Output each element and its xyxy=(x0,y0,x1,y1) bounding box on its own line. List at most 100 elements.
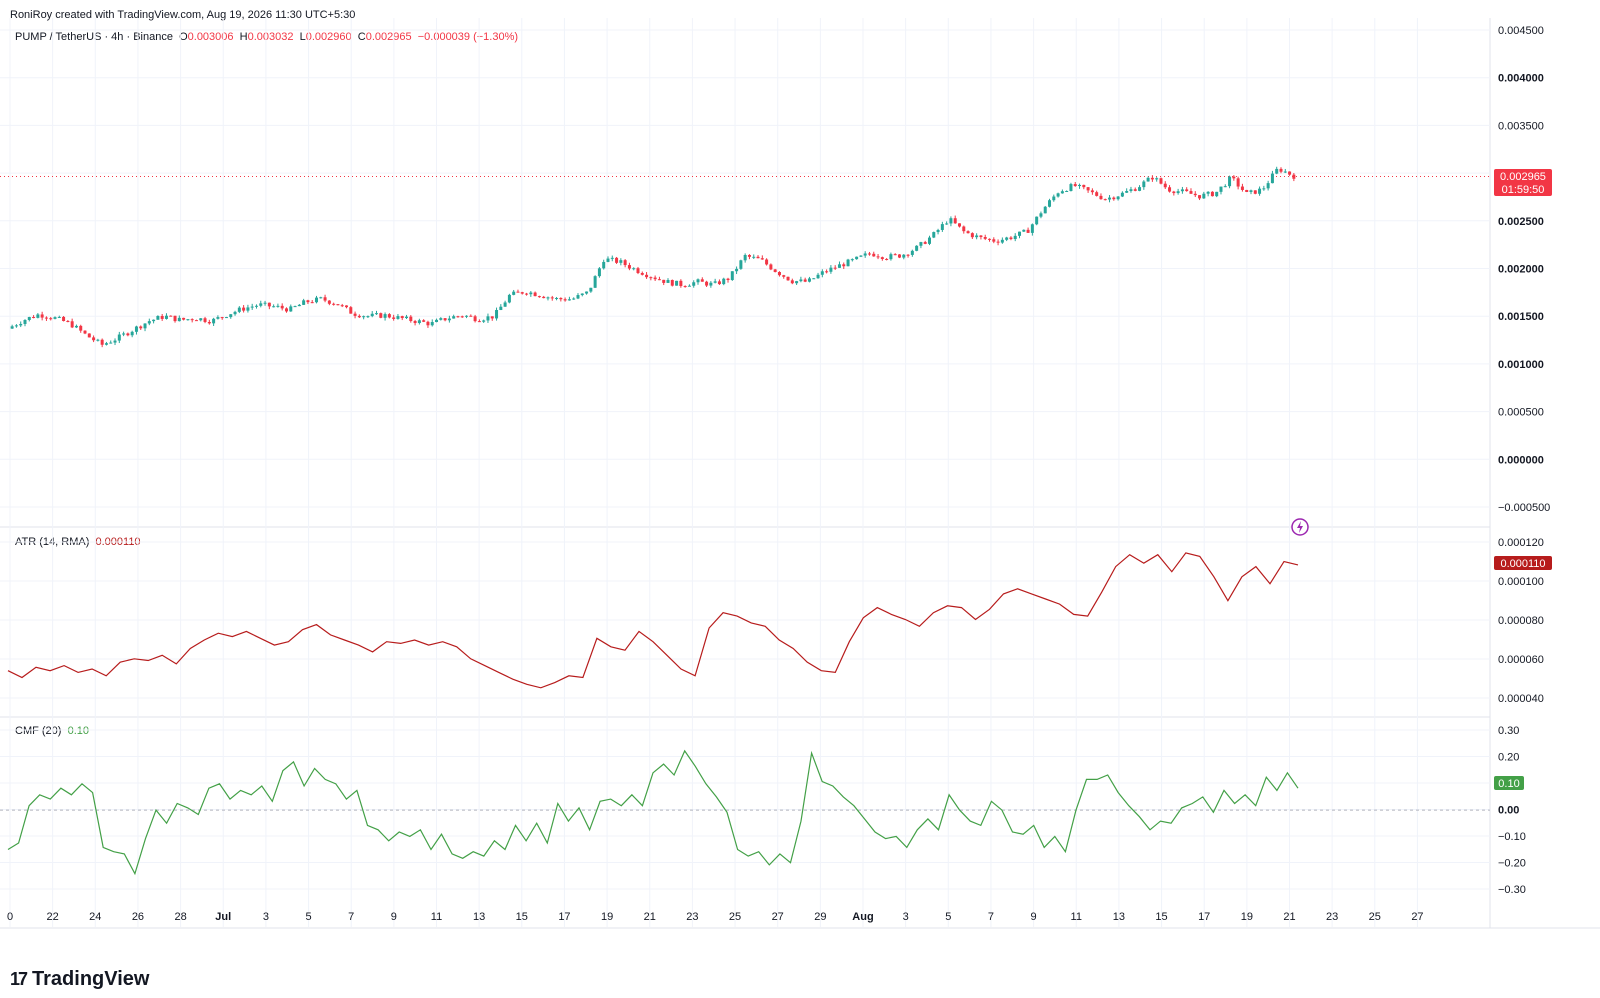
up-candle xyxy=(1060,189,1064,194)
down-candle xyxy=(1236,176,1240,190)
time-tick-label: 13 xyxy=(1113,911,1125,923)
up-candle xyxy=(743,253,747,263)
down-candle xyxy=(953,215,957,224)
down-candle xyxy=(1095,190,1099,197)
down-candle xyxy=(62,315,66,322)
down-candle xyxy=(203,316,207,324)
down-candle xyxy=(40,311,44,321)
up-candle xyxy=(1223,184,1227,188)
down-candle xyxy=(627,262,631,271)
down-candle xyxy=(87,333,91,338)
up-candle xyxy=(546,296,550,301)
down-candle xyxy=(786,276,790,281)
up-candle xyxy=(293,305,297,308)
down-candle xyxy=(387,313,391,319)
up-candle xyxy=(104,341,108,346)
tradingview-logo[interactable]: 17 TradingView xyxy=(10,968,149,991)
down-candle xyxy=(803,277,807,283)
up-candle xyxy=(246,304,250,313)
up-candle xyxy=(675,280,679,286)
up-candle xyxy=(276,303,280,308)
down-candle xyxy=(1090,188,1094,195)
down-candle xyxy=(473,314,477,323)
time-tick-label: 28 xyxy=(174,911,186,923)
time-tick-label: 17 xyxy=(1198,911,1210,923)
up-candle xyxy=(74,324,78,329)
up-candle xyxy=(366,315,370,318)
time-tick-label: 23 xyxy=(686,911,698,923)
time-tick-label: Jul xyxy=(215,911,231,923)
down-candle xyxy=(413,319,417,326)
down-candle xyxy=(379,312,383,319)
price-badge-countdown: 01:59:50 xyxy=(1502,184,1545,196)
up-candle xyxy=(405,314,409,319)
up-candle xyxy=(177,315,181,322)
up-candle xyxy=(863,251,867,258)
time-tick-label: 17 xyxy=(558,911,570,923)
up-candle xyxy=(1078,183,1082,189)
up-candle xyxy=(739,259,743,270)
down-candle xyxy=(284,307,288,313)
cmf-axis[interactable]: 0.30 0.20 0.10 0.00 −0.10 −0.20 −0.30 xyxy=(1498,725,1526,896)
time-tick-label: 5 xyxy=(945,911,951,923)
down-candle xyxy=(649,276,653,281)
down-candle xyxy=(769,263,773,271)
down-candle xyxy=(700,277,704,282)
time-axis[interactable]: 0 22 24 26 28 Jul 3 5 7 9 11 13 15 17 19 21 23 25 27 29 Aug 3… xyxy=(7,911,1424,923)
up-candle xyxy=(572,297,576,300)
up-candle xyxy=(1270,170,1274,184)
up-candle xyxy=(696,278,700,285)
price-tick-label: 0.000000 xyxy=(1498,454,1544,466)
down-candle xyxy=(657,276,661,281)
atr-badge-bg xyxy=(1494,556,1552,570)
up-candle xyxy=(589,287,593,293)
cmf-legend[interactable]: CMF (20) 0.10 xyxy=(15,725,89,737)
down-candle xyxy=(760,255,764,260)
up-candle xyxy=(1048,198,1052,208)
time-tick-label: 27 xyxy=(1411,911,1423,923)
down-candle xyxy=(477,319,481,323)
time-tick-label: 9 xyxy=(391,911,397,923)
down-candle xyxy=(923,240,927,245)
price-axis[interactable]: 0.0045000.0040000.0035000.0030000.002500… xyxy=(1498,25,1550,514)
up-candle xyxy=(512,289,516,296)
cmf-tick-label: 0.30 xyxy=(1498,725,1519,737)
down-candle xyxy=(825,269,829,274)
down-candle xyxy=(345,305,349,309)
down-candle xyxy=(1112,196,1116,201)
up-candle xyxy=(855,256,859,260)
up-candle xyxy=(1228,175,1232,189)
up-candle xyxy=(486,313,490,323)
down-candle xyxy=(1240,183,1244,192)
down-candle xyxy=(490,316,494,321)
down-candle xyxy=(327,300,331,306)
atr-tick-label: 0.000040 xyxy=(1498,693,1544,705)
cmf-value: 0.10 xyxy=(67,725,89,737)
axis-badges: 0.002965 01:59:50 0.000110 0.10 xyxy=(1494,169,1552,790)
atr-tick-label: 0.000100 xyxy=(1498,576,1544,588)
down-candle xyxy=(872,251,876,257)
price-tick-label: 0.002500 xyxy=(1498,216,1544,228)
cmf-badge-bg xyxy=(1494,776,1524,790)
down-candle xyxy=(867,251,871,256)
up-candle xyxy=(495,307,499,321)
atr-axis[interactable]: 0.000120 0.000100 0.000080 0.000060 0.000040 xyxy=(1498,537,1544,705)
atr-tick-label: 0.000060 xyxy=(1498,654,1544,666)
lightning-icon[interactable] xyxy=(1291,518,1309,536)
down-candle xyxy=(962,225,966,234)
down-candle xyxy=(1172,190,1176,196)
up-candle xyxy=(859,255,863,258)
time-tick-label: 13 xyxy=(473,911,485,923)
up-candle xyxy=(585,291,589,295)
up-candle xyxy=(1116,196,1120,201)
time-tick-label: 19 xyxy=(601,911,613,923)
down-candle xyxy=(310,300,314,304)
up-candle xyxy=(212,317,216,327)
down-candle xyxy=(705,280,709,288)
up-candle xyxy=(837,261,841,268)
symbol-label[interactable]: PUMP / TetherUS · 4h · Binance xyxy=(15,31,173,43)
down-candle xyxy=(1163,181,1167,190)
up-candle xyxy=(250,303,254,310)
up-candle xyxy=(606,256,610,263)
